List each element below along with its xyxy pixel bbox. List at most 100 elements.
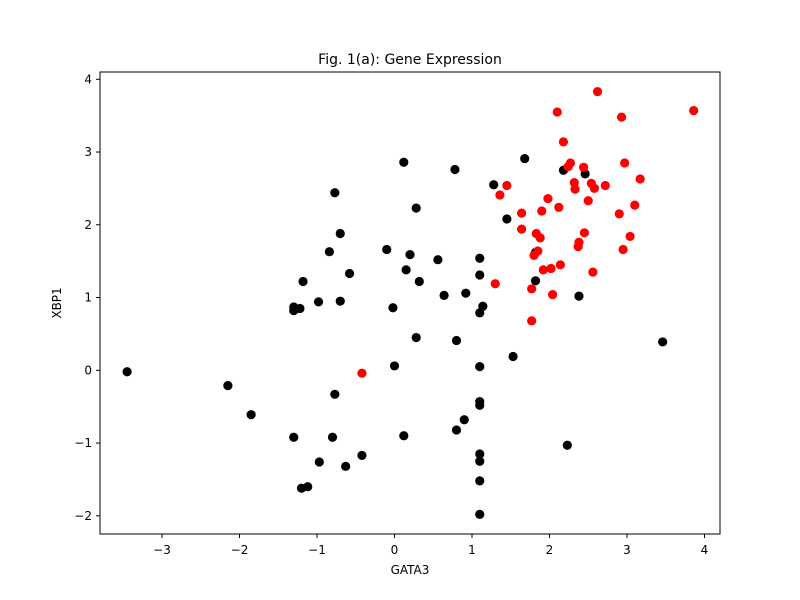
y-tick-label: 2 [84, 218, 92, 232]
data-point [405, 250, 415, 260]
data-point [414, 276, 424, 287]
data-point [451, 425, 462, 435]
x-tick-label: −3 [153, 543, 171, 557]
data-point [616, 112, 627, 122]
data-point [558, 137, 569, 147]
data-point [344, 268, 355, 279]
data-point [439, 290, 449, 300]
data-point [475, 400, 485, 410]
data-point [313, 297, 324, 307]
data-point [592, 87, 603, 97]
plot-frame [99, 71, 721, 535]
data-point [489, 180, 499, 190]
data-point [330, 389, 340, 399]
y-tick-label: −2 [74, 509, 92, 523]
x-tick-label: 0 [391, 543, 399, 557]
y-axis: −2 −1 0 1 2 3 4 [74, 72, 100, 523]
y-tick-label: 4 [84, 72, 92, 86]
data-point [459, 415, 469, 425]
data-point [411, 332, 421, 343]
data-point [223, 380, 233, 391]
data-point [399, 431, 409, 441]
data-point [562, 440, 572, 450]
data-point [589, 183, 600, 194]
data-point [520, 153, 530, 164]
data-point [289, 432, 299, 442]
data-point [517, 224, 527, 234]
data-point [502, 180, 512, 191]
x-axis-title: GATA3 [391, 563, 430, 577]
points-layer [122, 87, 699, 519]
data-point [330, 188, 340, 198]
chart-title: Fig. 1(a): Gene Expression [318, 52, 502, 68]
data-point [495, 190, 505, 200]
data-point [475, 270, 485, 280]
data-point [327, 432, 338, 442]
data-point [341, 461, 351, 471]
data-point [303, 482, 313, 492]
data-point [635, 174, 645, 184]
data-point [451, 335, 462, 346]
data-point [314, 457, 324, 467]
data-point [324, 247, 334, 257]
data-point [475, 449, 485, 459]
data-point [579, 228, 589, 238]
data-point [382, 244, 392, 255]
data-point [502, 214, 512, 224]
data-point [620, 158, 630, 168]
x-tick-label: −2 [231, 543, 249, 557]
x-tick-label: 2 [546, 543, 554, 557]
data-point [625, 231, 635, 242]
y-tick-label: −1 [74, 436, 92, 450]
data-point [335, 228, 345, 239]
data-point [630, 200, 640, 210]
data-point [554, 202, 564, 212]
data-point [588, 267, 598, 277]
data-point [614, 209, 624, 219]
data-point [122, 367, 132, 377]
y-tick-label: 3 [84, 145, 92, 159]
y-axis-title: XBP1 [50, 287, 64, 318]
data-point [546, 263, 556, 274]
data-point [535, 233, 545, 243]
data-point [335, 296, 345, 306]
data-point [475, 509, 485, 519]
data-point [533, 246, 543, 256]
data-point [401, 265, 411, 275]
data-point [295, 303, 305, 314]
x-tick-label: 1 [468, 543, 476, 557]
data-point [357, 450, 367, 461]
x-tick-label: 3 [623, 543, 631, 557]
data-point [600, 180, 610, 191]
data-point [658, 337, 668, 347]
data-point [574, 291, 584, 301]
y-tick-label: 1 [84, 291, 92, 305]
data-point [527, 316, 537, 326]
data-point [583, 196, 593, 206]
data-point [475, 253, 485, 263]
data-point [579, 162, 589, 172]
x-tick-label: 4 [701, 543, 709, 557]
data-point [490, 279, 500, 289]
data-point [537, 206, 547, 216]
data-point [388, 303, 398, 313]
data-point [475, 362, 485, 372]
y-tick-label: 0 [84, 363, 92, 377]
data-point [461, 288, 471, 298]
data-point [548, 290, 558, 300]
data-point [433, 255, 443, 265]
data-point [475, 476, 485, 486]
data-point [689, 105, 699, 116]
data-point [543, 193, 553, 204]
data-point [298, 276, 308, 287]
data-point [246, 410, 256, 420]
data-point [450, 164, 460, 175]
data-point [357, 368, 367, 378]
data-point [552, 107, 562, 117]
data-point [508, 351, 518, 362]
data-point [475, 456, 485, 466]
data-point [389, 361, 400, 371]
data-point [530, 276, 541, 286]
